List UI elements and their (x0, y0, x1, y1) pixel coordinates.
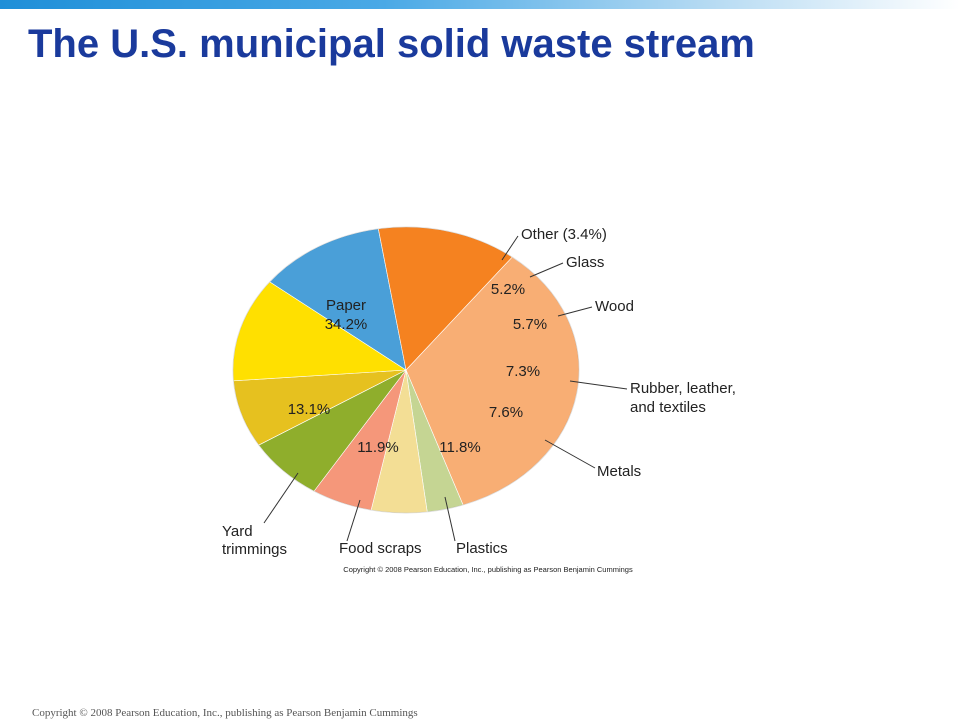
pie-slices (232, 226, 580, 514)
leader-line-rubber-leather-and-textiles (569, 380, 628, 390)
pie-labels: Paper 34.2% Other (3.4%) 5.2% Glass 5.7% Wood 7… (222, 226, 736, 558)
footer-copyright: Copyright © 2008 Pearson Education, Inc.… (32, 707, 418, 719)
slice-value-plastics: 11.8% (439, 439, 480, 456)
slice-label-glass: Glass (566, 254, 604, 271)
slide-title: The U.S. municipal solid waste stream (28, 22, 755, 66)
slice-label-paper: Paper (326, 297, 366, 314)
slice-value-food-scraps: 11.9% (357, 439, 398, 456)
pie-slice-yard-trimmings (377, 226, 513, 371)
slice-label-plastics: Plastics (456, 540, 508, 557)
slice-label-wood: Wood (595, 298, 634, 315)
leader-line-plastics (444, 496, 456, 542)
leader-line-metals (544, 439, 596, 469)
leader-line-food-scraps (346, 499, 361, 542)
top-accent-bar (0, 0, 960, 9)
leader-line-other (501, 235, 519, 261)
slice-value-yard-trimmings: 13.1% (288, 401, 331, 418)
slice-label-rubber-leather-and-textiles-line-1: Rubber, leather, (630, 380, 736, 397)
pie-slice-paper (405, 256, 580, 506)
pie-outline (232, 226, 580, 514)
slice-label-metals: Metals (597, 463, 641, 480)
slice-value-metals: 7.6% (489, 404, 523, 421)
slice-label-yard-trimmings-line-1: Yard (222, 523, 253, 540)
slice-value-wood: 5.7% (513, 316, 547, 333)
slice-label-yard-trimmings-line-2: trimmings (222, 541, 287, 558)
slice-label-rubber-leather-and-textiles-line-2: and textiles (630, 399, 706, 416)
pie-slice-plastics (232, 281, 407, 382)
leader-line-yard-trimmings (263, 472, 299, 524)
leader-line-glass (529, 262, 564, 278)
slice-label-food-scraps: Food scraps (339, 540, 422, 557)
chart-copyright: Copyright © 2008 Pearson Education, Inc.… (343, 565, 633, 574)
slice-value-paper: 34.2% (325, 316, 368, 333)
slice-label-other: Other (3.4%) (521, 226, 607, 243)
pie-slice-food-scraps (269, 228, 407, 371)
leader-line-wood (557, 306, 593, 317)
slice-value-rubber-leather-and-textiles: 7.3% (506, 363, 540, 380)
slice-value-glass: 5.2% (491, 281, 525, 298)
pie-leader-lines (263, 235, 628, 542)
